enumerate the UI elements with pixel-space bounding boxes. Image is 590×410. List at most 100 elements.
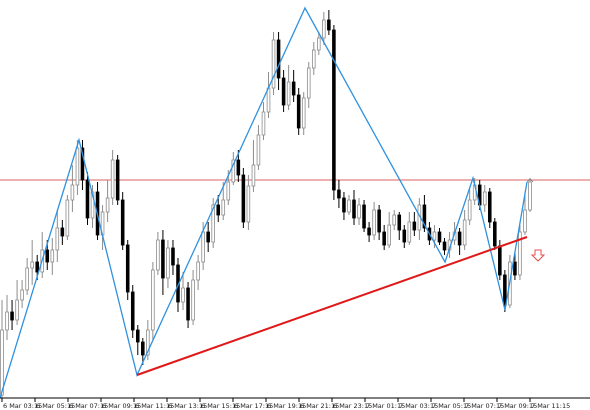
candle-body — [0, 329, 4, 396]
candle-body — [382, 231, 386, 246]
candle — [50, 238, 55, 275]
zigzag-line — [0, 6, 528, 399]
candle — [372, 202, 376, 240]
candle — [286, 65, 291, 110]
candle-body — [332, 29, 336, 191]
candle — [75, 140, 80, 195]
candle-body — [70, 184, 75, 201]
x-axis: 6 Mar 03:156 Mar 05:156 Mar 07:156 Mar 0… — [0, 397, 590, 410]
candle-body — [55, 227, 60, 251]
candle-body — [327, 19, 331, 31]
candle-body — [141, 341, 145, 356]
candle-body — [407, 221, 412, 243]
candle-body — [161, 239, 165, 279]
x-tick-label: 6 Mar 13:15 — [168, 402, 207, 410]
candle — [65, 195, 70, 240]
candle-body — [422, 204, 427, 229]
candle — [0, 300, 4, 400]
candle-body — [35, 261, 39, 273]
candle-body — [281, 77, 286, 106]
candle-body — [50, 249, 55, 263]
candle — [166, 240, 170, 288]
candle — [15, 280, 19, 325]
candle — [146, 320, 150, 360]
candle — [397, 212, 402, 240]
candle-body — [135, 329, 140, 343]
candle-body — [231, 159, 236, 183]
candle — [417, 198, 422, 240]
candle — [493, 218, 497, 250]
candle — [357, 198, 361, 225]
candle-body — [392, 214, 397, 226]
candle — [281, 70, 286, 112]
candle-body — [482, 191, 487, 206]
candle-body — [206, 231, 210, 243]
candle-body — [296, 94, 301, 129]
candle-body — [437, 231, 442, 243]
candle-body — [60, 227, 65, 237]
x-tick-label: 7 Mar 01:15 — [366, 402, 405, 410]
candle — [141, 338, 145, 365]
candle — [482, 185, 487, 212]
candle-body — [503, 274, 507, 306]
candle — [518, 225, 522, 280]
candle — [412, 212, 417, 236]
candle — [347, 195, 351, 215]
markers-layer — [526, 178, 546, 262]
candle — [115, 155, 120, 205]
x-tick-label: 6 Mar 07:15 — [69, 402, 108, 410]
candle — [513, 252, 517, 280]
candle-body — [493, 221, 497, 247]
candle — [125, 240, 130, 300]
candle-body — [518, 231, 522, 276]
candle — [387, 212, 391, 248]
x-tick-label: 7 Mar 07:15 — [465, 402, 504, 410]
candle-body — [171, 247, 175, 266]
candle — [156, 232, 160, 275]
candle-body — [487, 191, 492, 223]
candle — [256, 125, 261, 170]
candle-body — [322, 19, 326, 39]
candle-body — [20, 289, 24, 301]
candle — [30, 240, 34, 285]
candle — [382, 225, 386, 250]
candle — [367, 222, 371, 242]
candle — [266, 72, 271, 118]
candle-body — [251, 164, 256, 187]
candles-layer — [0, 10, 532, 400]
candle-body — [196, 261, 200, 281]
candle-body — [442, 241, 447, 251]
candle-body — [226, 181, 231, 201]
candle-body — [387, 224, 391, 246]
candle-body — [266, 87, 271, 113]
candle — [206, 222, 210, 252]
candle — [392, 210, 397, 230]
x-tick-label: 6 Mar 09:15 — [102, 402, 141, 410]
candle-body — [291, 81, 296, 96]
candle — [246, 175, 251, 230]
x-tick-label: 6 Mar 17:15 — [234, 402, 273, 410]
candle-body — [181, 287, 185, 303]
candle — [457, 228, 462, 255]
candle — [402, 225, 407, 248]
candle-body — [301, 97, 306, 129]
candle-body — [337, 189, 341, 199]
candle-body — [65, 199, 70, 237]
candle — [301, 92, 306, 135]
candle — [85, 172, 90, 225]
candle-body — [367, 227, 371, 236]
candle — [55, 210, 60, 262]
candle-body — [90, 191, 95, 219]
candle — [467, 188, 472, 225]
candle — [291, 70, 296, 102]
candle — [306, 62, 311, 108]
support-trend-line — [136, 236, 528, 376]
candle — [181, 272, 185, 310]
candle-body — [271, 39, 276, 89]
candle-body — [306, 67, 311, 99]
trendline-layer — [136, 236, 528, 376]
candle — [322, 12, 326, 45]
candle-body — [342, 197, 346, 213]
